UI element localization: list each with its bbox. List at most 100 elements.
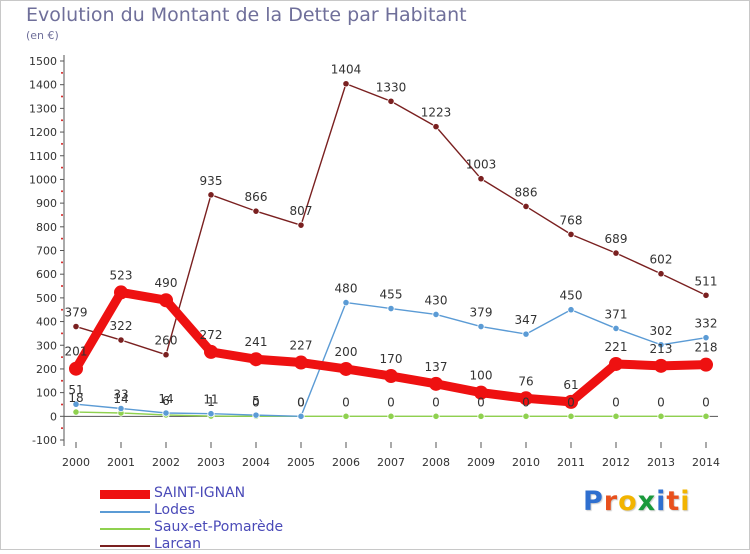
data-label: 689: [605, 232, 628, 246]
data-label: 0: [657, 395, 665, 409]
data-label: 490: [155, 276, 178, 290]
data-label: 14: [113, 392, 128, 406]
data-label: 14: [158, 392, 173, 406]
data-label: 218: [695, 341, 718, 355]
x-tick-label: 2005: [287, 456, 315, 469]
data-label: 1: [207, 395, 215, 409]
y-tick-label: 800: [36, 221, 57, 234]
data-label: 76: [518, 374, 533, 388]
y-tick-label: -100: [32, 434, 57, 447]
data-point: [342, 412, 350, 420]
x-tick-label: 2009: [467, 456, 495, 469]
data-point: [432, 310, 440, 319]
y-minor-tick: [61, 379, 63, 382]
y-tick-label: 600: [36, 268, 57, 281]
x-tick-label: 2011: [557, 456, 585, 469]
data-point: [567, 306, 575, 314]
legend-swatch: [100, 511, 150, 513]
data-label: 602: [650, 253, 673, 267]
y-tick-label: 200: [36, 363, 57, 376]
data-label: 221: [605, 340, 628, 354]
legend-swatch: [100, 528, 150, 530]
data-point: [252, 207, 260, 215]
y-minor-tick: [61, 166, 63, 169]
data-label: 5: [252, 394, 260, 408]
data-label: 302: [650, 324, 673, 338]
data-point: [342, 299, 350, 307]
y-tick-label: 1500: [29, 55, 57, 68]
data-label: 0: [252, 395, 260, 409]
data-label: 430: [425, 293, 448, 307]
data-label: 18: [68, 391, 83, 405]
data-label: 51: [68, 383, 83, 397]
data-point: [567, 412, 575, 420]
data-label: 371: [605, 307, 628, 321]
data-point: [519, 391, 533, 406]
data-point: [162, 409, 170, 417]
data-point: [72, 408, 80, 416]
data-point: [387, 304, 395, 313]
data-label: 0: [432, 395, 440, 409]
data-point: [342, 80, 350, 88]
data-label: 200: [335, 345, 358, 359]
data-label: 0: [612, 395, 620, 409]
data-label: 33: [113, 387, 128, 401]
data-label: 0: [297, 395, 305, 409]
data-label: 100: [470, 369, 493, 383]
y-minor-tick: [61, 142, 63, 145]
data-point: [522, 412, 530, 420]
data-label: 807: [290, 204, 313, 218]
logo-letter: i: [656, 486, 667, 517]
y-minor-tick: [61, 332, 63, 335]
data-point: [522, 202, 530, 211]
y-minor-tick: [61, 213, 63, 216]
data-label: 0: [522, 395, 530, 409]
data-label: 137: [425, 360, 448, 374]
y-tick-label: 1300: [29, 102, 57, 115]
data-point: [297, 221, 305, 229]
data-point: [249, 352, 263, 367]
data-point: [387, 97, 395, 105]
data-label: 935: [200, 174, 223, 188]
y-tick-label: 700: [36, 245, 57, 258]
data-label: 272: [200, 328, 223, 342]
data-label: 768: [560, 213, 583, 227]
data-label: 523: [110, 268, 133, 282]
y-tick-label: 100: [36, 387, 57, 400]
data-label: 0: [342, 395, 350, 409]
data-label: 1404: [331, 63, 362, 77]
x-tick-label: 2002: [152, 456, 180, 469]
data-point: [162, 351, 170, 359]
x-tick-label: 2014: [692, 456, 720, 469]
data-point: [657, 270, 665, 278]
data-label: 347: [515, 313, 538, 327]
data-point: [702, 334, 710, 342]
y-tick-label: 400: [36, 316, 57, 329]
legend-label: Lodes: [154, 502, 195, 518]
data-point: [72, 322, 80, 331]
data-point: [657, 412, 665, 420]
data-label: 11: [203, 393, 218, 407]
data-label: 6: [162, 394, 170, 408]
logo-letter: r: [603, 486, 619, 517]
data-label: 170: [380, 352, 403, 366]
legend-label: Saux-et-Pomarède: [154, 519, 284, 535]
data-label: 332: [695, 317, 718, 331]
data-point: [477, 412, 485, 420]
y-tick-label: 1400: [29, 79, 57, 92]
data-point: [477, 175, 485, 183]
data-point: [294, 355, 308, 370]
data-point: [204, 344, 218, 359]
y-minor-tick: [61, 308, 63, 311]
data-label: 0: [297, 395, 305, 409]
x-tick-label: 2000: [62, 456, 90, 469]
data-point: [474, 385, 488, 400]
data-label: 1223: [421, 106, 452, 120]
data-point: [654, 358, 668, 373]
data-point: [477, 322, 485, 331]
y-tick-label: 1100: [29, 150, 57, 163]
data-label: 0: [567, 395, 575, 409]
data-point: [207, 191, 215, 199]
data-label: 480: [335, 282, 358, 296]
